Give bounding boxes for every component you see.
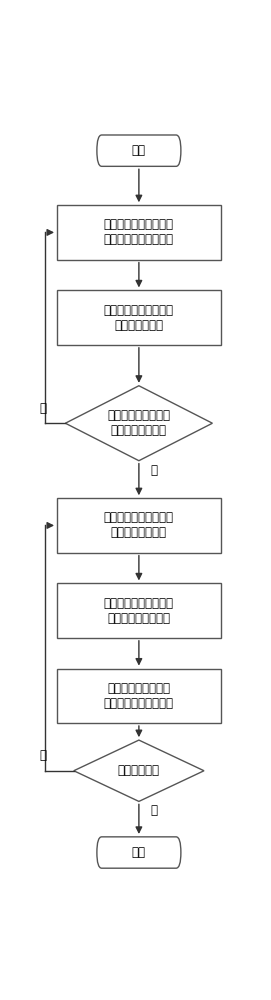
Polygon shape	[65, 386, 212, 461]
Text: 否: 否	[40, 749, 47, 762]
Polygon shape	[74, 740, 204, 801]
Text: 是否结束控制: 是否结束控制	[118, 764, 160, 777]
FancyBboxPatch shape	[57, 498, 221, 553]
Text: 选择输入传感器、输出
控制信号的类型与数量: 选择输入传感器、输出 控制信号的类型与数量	[104, 218, 174, 246]
Text: 计量单元切换通道，进
行信号处理与采样: 计量单元切换通道，进 行信号处理与采样	[104, 511, 174, 539]
Text: 否: 否	[40, 402, 47, 415]
Text: 根据用户设置与实际测
量值，计算出控制量: 根据用户设置与实际测 量值，计算出控制量	[104, 597, 174, 625]
FancyBboxPatch shape	[57, 290, 221, 345]
FancyBboxPatch shape	[57, 583, 221, 638]
Text: 结束: 结束	[132, 846, 146, 859]
Text: 通过软件设置进行类型
匹配与参数选择: 通过软件设置进行类型 匹配与参数选择	[104, 304, 174, 332]
Text: 输出单元输出控制量
显示单元记录相关数据: 输出单元输出控制量 显示单元记录相关数据	[104, 682, 174, 710]
FancyBboxPatch shape	[97, 837, 181, 868]
Text: 开始: 开始	[132, 144, 146, 157]
Text: 各单元的工作状态与
参数设置是否正确: 各单元的工作状态与 参数设置是否正确	[107, 409, 170, 437]
FancyBboxPatch shape	[57, 669, 221, 723]
Text: 是: 是	[150, 464, 157, 477]
Text: 是: 是	[150, 804, 157, 817]
FancyBboxPatch shape	[97, 135, 181, 166]
FancyBboxPatch shape	[57, 205, 221, 260]
